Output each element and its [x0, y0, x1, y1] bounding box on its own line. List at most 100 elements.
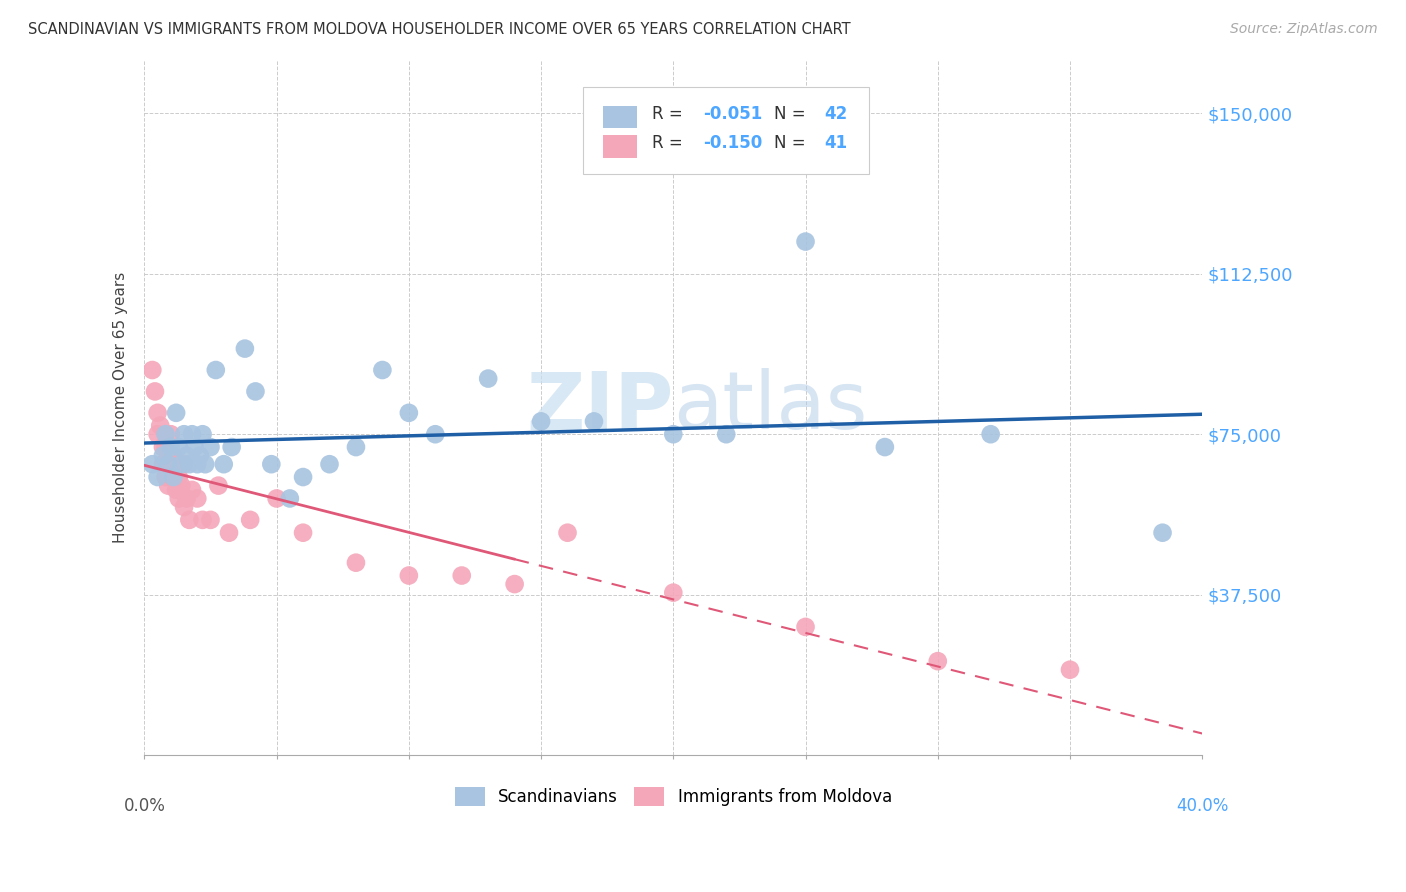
Point	[207, 478, 229, 492]
Point	[245, 384, 267, 399]
Text: N =: N =	[773, 105, 811, 123]
Point	[167, 440, 190, 454]
Point	[344, 556, 367, 570]
Point	[181, 483, 204, 497]
Point	[318, 457, 340, 471]
Point	[425, 427, 447, 442]
Point	[530, 414, 553, 428]
Point	[176, 491, 198, 506]
Point	[191, 513, 214, 527]
Point	[200, 440, 222, 454]
Point	[157, 478, 180, 492]
Point	[160, 470, 183, 484]
Point	[152, 449, 174, 463]
Text: 42: 42	[824, 105, 848, 123]
Text: 40.0%: 40.0%	[1175, 797, 1229, 815]
Point	[188, 449, 211, 463]
Point	[194, 457, 217, 471]
Point	[141, 363, 163, 377]
Point	[155, 440, 177, 454]
Point	[186, 491, 208, 506]
FancyBboxPatch shape	[603, 106, 637, 128]
Point	[278, 491, 301, 506]
Point	[794, 235, 817, 249]
Text: SCANDINAVIAN VS IMMIGRANTS FROM MOLDOVA HOUSEHOLDER INCOME OVER 65 YEARS CORRELA: SCANDINAVIAN VS IMMIGRANTS FROM MOLDOVA …	[28, 22, 851, 37]
Point	[160, 440, 183, 454]
Point	[212, 457, 235, 471]
Point	[170, 478, 193, 492]
Point	[1152, 525, 1174, 540]
Text: -0.150: -0.150	[703, 134, 762, 153]
Point	[980, 427, 1002, 442]
Point	[149, 418, 172, 433]
Point	[662, 585, 685, 599]
Point	[146, 406, 169, 420]
Point	[173, 500, 195, 514]
Point	[714, 427, 737, 442]
Point	[200, 513, 222, 527]
Point	[450, 568, 472, 582]
Point	[157, 457, 180, 471]
Point	[186, 457, 208, 471]
Point	[183, 440, 205, 454]
Point	[794, 620, 817, 634]
Point	[191, 427, 214, 442]
Point	[233, 342, 256, 356]
Point	[503, 577, 526, 591]
Point	[157, 457, 180, 471]
Point	[155, 427, 177, 442]
Point	[170, 457, 193, 471]
Point	[239, 513, 262, 527]
Point	[146, 427, 169, 442]
Point	[582, 414, 605, 428]
Point	[292, 470, 315, 484]
Point	[398, 568, 420, 582]
Point	[873, 440, 896, 454]
FancyBboxPatch shape	[603, 136, 637, 158]
Text: Source: ZipAtlas.com: Source: ZipAtlas.com	[1230, 22, 1378, 37]
Point	[260, 457, 283, 471]
Point	[162, 449, 184, 463]
Point	[165, 457, 187, 471]
Text: atlas: atlas	[673, 368, 868, 447]
Point	[204, 363, 226, 377]
Point	[146, 470, 169, 484]
Point	[266, 491, 288, 506]
Legend: Scandinavians, Immigrants from Moldova: Scandinavians, Immigrants from Moldova	[449, 780, 898, 814]
Point	[371, 363, 394, 377]
Point	[221, 440, 243, 454]
Text: R =: R =	[652, 105, 688, 123]
Text: -0.051: -0.051	[703, 105, 762, 123]
Point	[173, 457, 195, 471]
Point	[155, 470, 177, 484]
Text: N =: N =	[773, 134, 811, 153]
FancyBboxPatch shape	[583, 87, 869, 175]
Point	[179, 513, 201, 527]
Text: 0.0%: 0.0%	[124, 797, 166, 815]
Point	[173, 427, 195, 442]
Point	[477, 371, 499, 385]
Point	[143, 384, 166, 399]
Point	[176, 449, 198, 463]
Text: ZIP: ZIP	[526, 368, 673, 447]
Point	[398, 406, 420, 420]
Point	[165, 406, 187, 420]
Point	[557, 525, 579, 540]
Text: 41: 41	[824, 134, 848, 153]
Y-axis label: Householder Income Over 65 years: Householder Income Over 65 years	[114, 272, 128, 543]
Point	[141, 457, 163, 471]
Point	[162, 470, 184, 484]
Point	[181, 427, 204, 442]
Point	[1059, 663, 1081, 677]
Point	[662, 427, 685, 442]
Point	[167, 491, 190, 506]
Point	[165, 483, 187, 497]
Text: R =: R =	[652, 134, 688, 153]
Point	[152, 457, 174, 471]
Point	[160, 427, 183, 442]
Point	[152, 440, 174, 454]
Point	[218, 525, 240, 540]
Point	[927, 654, 949, 668]
Point	[344, 440, 367, 454]
Point	[292, 525, 315, 540]
